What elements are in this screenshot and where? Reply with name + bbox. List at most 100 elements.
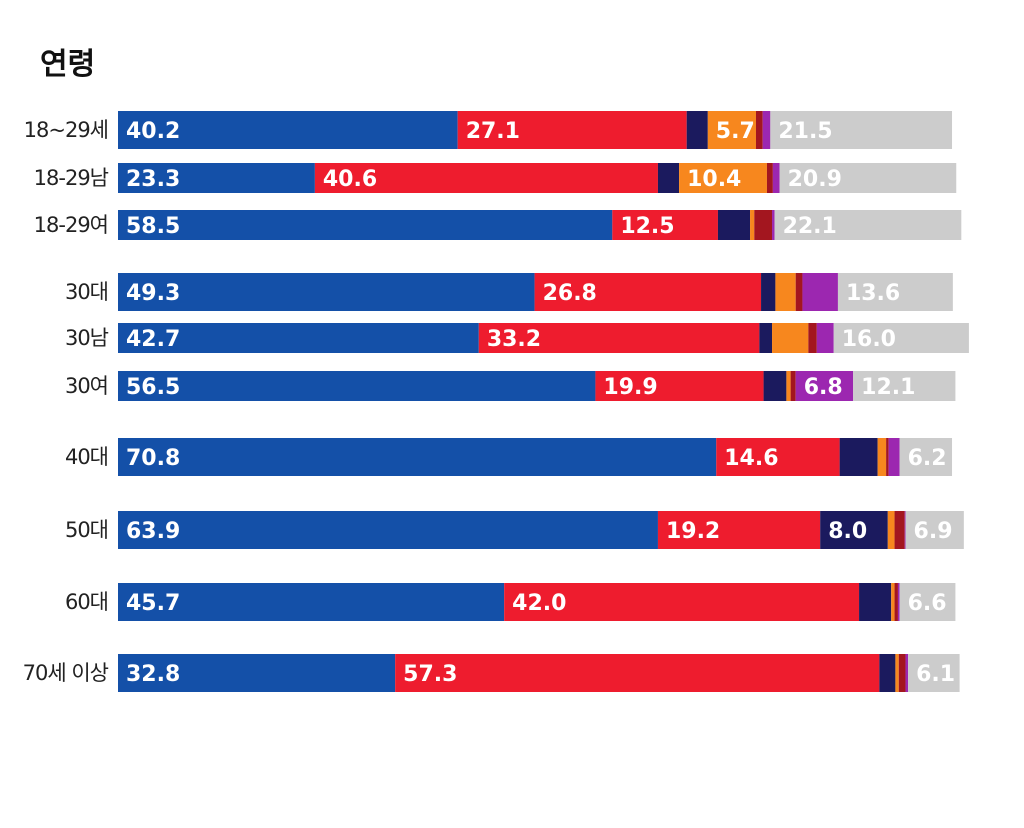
- bar-value-label: 14.6: [724, 446, 778, 471]
- bar-segment: [657, 163, 680, 193]
- bar-value-label: 19.2: [666, 519, 720, 544]
- bar-segment: [795, 273, 803, 311]
- bar-segment: [795, 371, 854, 401]
- bar-value-label: 42.7: [126, 327, 180, 352]
- bar-segment: [750, 210, 755, 240]
- bar-segment: [786, 371, 791, 401]
- bar-value-label: 23.3: [126, 167, 180, 192]
- bar-value-label: 19.9: [603, 375, 657, 400]
- bar-segment: [839, 438, 878, 476]
- bar-value-label: 10.4: [687, 167, 741, 192]
- bar-segment: [772, 163, 780, 193]
- bar-segment: [457, 111, 687, 149]
- bar-segment: [717, 210, 751, 240]
- bar-segment: [837, 273, 953, 311]
- bar-segment: [118, 323, 479, 353]
- bar-segment: [395, 654, 880, 692]
- row-label: 40대: [65, 445, 108, 469]
- bar-segment: [859, 583, 892, 621]
- bar-value-label: 6.6: [908, 591, 947, 616]
- bar-segment: [763, 371, 787, 401]
- bar-row: 30대 49.3 26.8 13.6: [65, 273, 953, 311]
- bar-value-label: 8.0: [828, 519, 867, 544]
- bar-row: 18-29여 58.5 12.5 22.1: [34, 210, 962, 240]
- bar-segment: [612, 210, 718, 240]
- bar-segment: [905, 511, 964, 549]
- bar-segment: [679, 163, 767, 193]
- bar-segment: [118, 654, 396, 692]
- bar-value-label: 40.2: [126, 119, 180, 144]
- bar-segment: [877, 438, 887, 476]
- bar-row: 70세 이상 32.8 57.3 6.1: [23, 654, 960, 692]
- bar-segment: [899, 438, 953, 476]
- row-label: 60대: [65, 590, 108, 614]
- bar-value-label: 57.3: [403, 662, 457, 687]
- bar-value-label: 6.9: [914, 519, 953, 544]
- bar-segment: [762, 111, 771, 149]
- bar-segment: [118, 111, 458, 149]
- bar-segment: [775, 273, 796, 311]
- bar-value-label: 56.5: [126, 375, 180, 400]
- bar-segment: [886, 438, 889, 476]
- row-label: 18-29여: [34, 213, 108, 237]
- bar-segment: [895, 654, 899, 692]
- bar-value-label: 40.6: [323, 167, 377, 192]
- row-label: 30대: [65, 280, 108, 304]
- bar-segment: [707, 111, 756, 149]
- bar-segment: [754, 210, 773, 240]
- bar-segment: [504, 583, 860, 621]
- bar-segment: [770, 111, 953, 149]
- bar-segment: [772, 323, 809, 353]
- row-label: 30여: [65, 374, 108, 398]
- bar-row: 60대 45.7 42.0 6.6: [65, 583, 956, 621]
- chart-title: 연령: [40, 47, 95, 82]
- bar-row: 18-29남 23.3 40.6 10.4 20.9: [34, 163, 957, 193]
- bar-segment: [879, 654, 896, 692]
- bar-value-label: 27.1: [466, 119, 520, 144]
- bar-segment: [686, 111, 708, 149]
- bar-segment: [657, 511, 821, 549]
- bar-segment: [118, 511, 658, 549]
- chart-rows: 18~29세 40.2 27.1 5.7 21.5 18-29남 23.3 40.6 10.4 2…: [23, 111, 969, 692]
- bar-segment: [808, 323, 817, 353]
- bar-segment: [908, 654, 960, 692]
- row-label: 70세 이상: [23, 661, 109, 685]
- bar-value-label: 70.8: [126, 446, 180, 471]
- bar-row: 30남 42.7 33.2 16.0: [65, 323, 969, 353]
- bar-segment: [774, 210, 962, 240]
- bar-segment: [772, 210, 775, 240]
- row-label: 30남: [65, 326, 109, 350]
- bar-segment: [118, 438, 717, 476]
- bar-value-label: 5.7: [716, 119, 755, 144]
- bar-segment: [118, 273, 535, 311]
- bar-value-label: 16.0: [842, 327, 896, 352]
- bar-segment: [904, 511, 906, 549]
- bar-segment: [894, 511, 905, 549]
- bar-segment: [118, 210, 613, 240]
- bar-value-label: 32.8: [126, 662, 180, 687]
- bar-segment: [887, 511, 895, 549]
- bar-value-label: 20.9: [788, 167, 842, 192]
- row-label: 18-29남: [34, 166, 109, 190]
- bar-row: 40대 70.8 14.6 6.2: [65, 438, 953, 476]
- bar-value-label: 33.2: [487, 327, 541, 352]
- bar-segment: [790, 371, 796, 401]
- bar-segment: [761, 273, 776, 311]
- bar-value-label: 49.3: [126, 281, 180, 306]
- bar-segment: [478, 323, 760, 353]
- bar-segment: [716, 438, 840, 476]
- bar-segment: [779, 163, 957, 193]
- bar-value-label: 58.5: [126, 214, 180, 239]
- bar-segment: [118, 163, 315, 193]
- bar-segment: [820, 511, 888, 549]
- bar-value-label: 12.1: [861, 375, 915, 400]
- row-label: 18~29세: [24, 118, 108, 142]
- bar-value-label: 26.8: [543, 281, 597, 306]
- bar-segment: [833, 323, 969, 353]
- bar-segment: [891, 583, 895, 621]
- bar-segment: [905, 654, 909, 692]
- bar-row: 18~29세 40.2 27.1 5.7 21.5: [24, 111, 953, 149]
- bar-segment: [816, 323, 834, 353]
- bar-value-label: 12.5: [620, 214, 674, 239]
- bar-segment: [118, 371, 596, 401]
